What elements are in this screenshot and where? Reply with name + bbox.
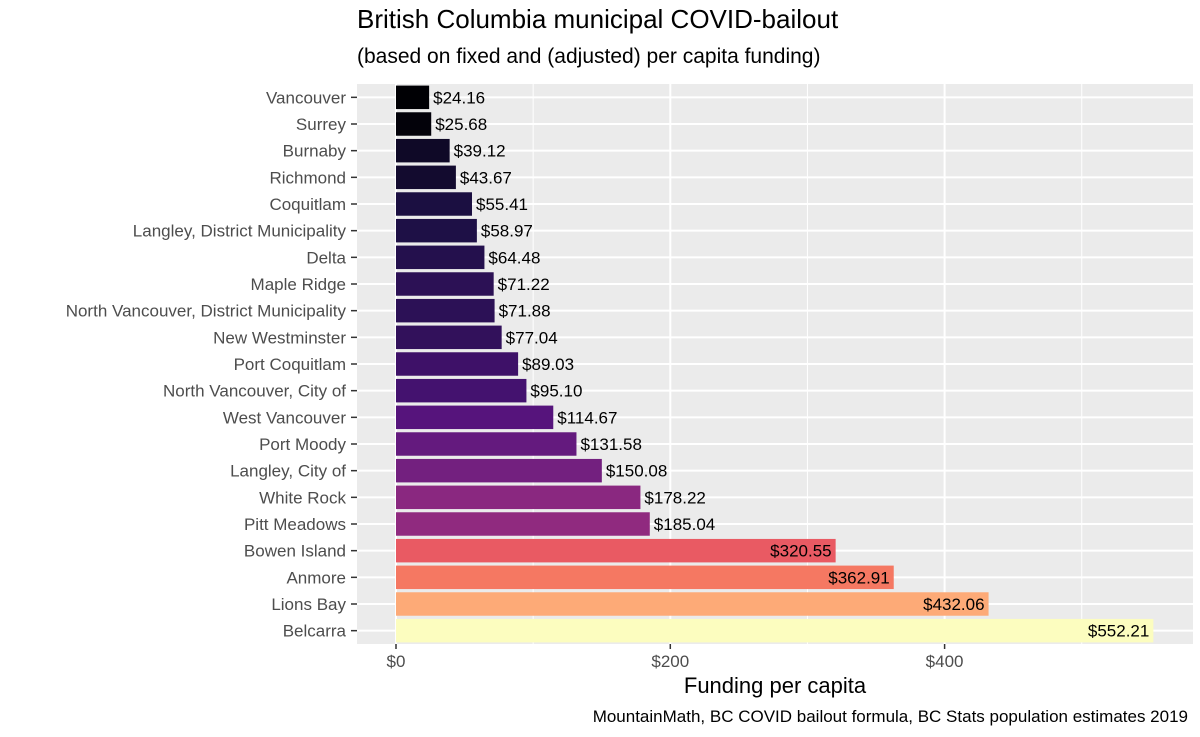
value-label: $64.48	[488, 248, 540, 267]
value-label: $71.88	[499, 302, 551, 321]
category-label: North Vancouver, District Municipality	[66, 302, 347, 321]
category-label: Lions Bay	[271, 595, 346, 614]
x-tick-label: $200	[651, 652, 689, 671]
x-tick-label: $0	[387, 652, 406, 671]
bar	[396, 112, 432, 136]
value-label: $77.04	[506, 328, 558, 347]
value-label: $114.67	[557, 408, 617, 427]
bar	[396, 485, 641, 510]
category-label: Burnaby	[283, 142, 347, 161]
bar	[396, 405, 554, 430]
value-label: $58.97	[481, 222, 533, 241]
category-label: New Westminster	[213, 328, 346, 347]
x-tick-label: $400	[926, 652, 964, 671]
chart-title: British Columbia municipal COVID-bailout	[357, 4, 839, 34]
bar	[396, 512, 650, 536]
value-label: $185.04	[654, 515, 715, 534]
category-label: Anmore	[286, 568, 346, 587]
bar	[396, 432, 577, 456]
category-label: Surrey	[296, 115, 347, 134]
value-labels: $24.16 $25.68 $39.12 $43.67 $55.41 $58.97 $64.…	[433, 88, 1149, 640]
value-label: $131.58	[580, 435, 641, 454]
bar	[396, 352, 519, 376]
category-label: Belcarra	[283, 622, 347, 641]
value-label: $43.67	[460, 168, 512, 187]
bar	[396, 245, 485, 270]
category-labels: Vancouver Surrey Burnaby Richmond Coquitlam L…	[66, 88, 357, 641]
value-label: $55.41	[476, 195, 528, 214]
value-label: $95.10	[530, 382, 582, 401]
value-label: $320.55	[770, 542, 831, 561]
bar	[396, 218, 477, 243]
bar	[396, 298, 495, 323]
value-label: $178.22	[644, 488, 705, 507]
value-label: $24.16	[433, 88, 485, 107]
value-label: $39.12	[454, 142, 506, 161]
bar	[396, 325, 502, 350]
category-label: Port Coquitlam	[234, 355, 346, 374]
bar	[396, 592, 989, 616]
category-label: Maple Ridge	[251, 275, 346, 294]
category-label: North Vancouver, City of	[163, 382, 346, 401]
category-label: Coquitlam	[269, 195, 346, 214]
category-label: White Rock	[259, 488, 346, 507]
category-label: Bowen Island	[244, 542, 346, 561]
value-label: $552.21	[1088, 622, 1149, 641]
bar	[396, 458, 602, 483]
value-label: $150.08	[606, 462, 667, 481]
bar	[396, 85, 430, 110]
category-label: West Vancouver	[223, 408, 346, 427]
chart-caption: MountainMath, BC COVID bailout formula, …	[592, 707, 1188, 726]
bar	[396, 618, 1154, 643]
bar	[396, 538, 836, 563]
chart-subtitle: (based on fixed and (adjusted) per capit…	[357, 45, 821, 68]
category-label: Port Moody	[259, 435, 346, 454]
category-label: Delta	[306, 248, 346, 267]
value-label: $362.91	[828, 568, 889, 587]
bar	[396, 165, 456, 190]
x-tick-labels: $0 $200 $400	[387, 644, 964, 671]
bar	[396, 378, 527, 403]
x-axis-title: Funding per capita	[684, 673, 867, 698]
bar	[396, 565, 894, 590]
bars	[396, 85, 1154, 643]
category-label: Langley, City of	[230, 462, 346, 481]
bar	[396, 192, 472, 216]
value-label: $432.06	[923, 595, 984, 614]
category-label: Pitt Meadows	[244, 515, 346, 534]
category-label: Vancouver	[266, 88, 346, 107]
value-label: $25.68	[435, 115, 487, 134]
bar	[396, 272, 494, 296]
bar	[396, 138, 450, 163]
category-label: Langley, District Municipality	[133, 222, 347, 241]
value-label: $71.22	[498, 275, 550, 294]
value-label: $89.03	[522, 355, 574, 374]
category-label: Richmond	[269, 168, 346, 187]
